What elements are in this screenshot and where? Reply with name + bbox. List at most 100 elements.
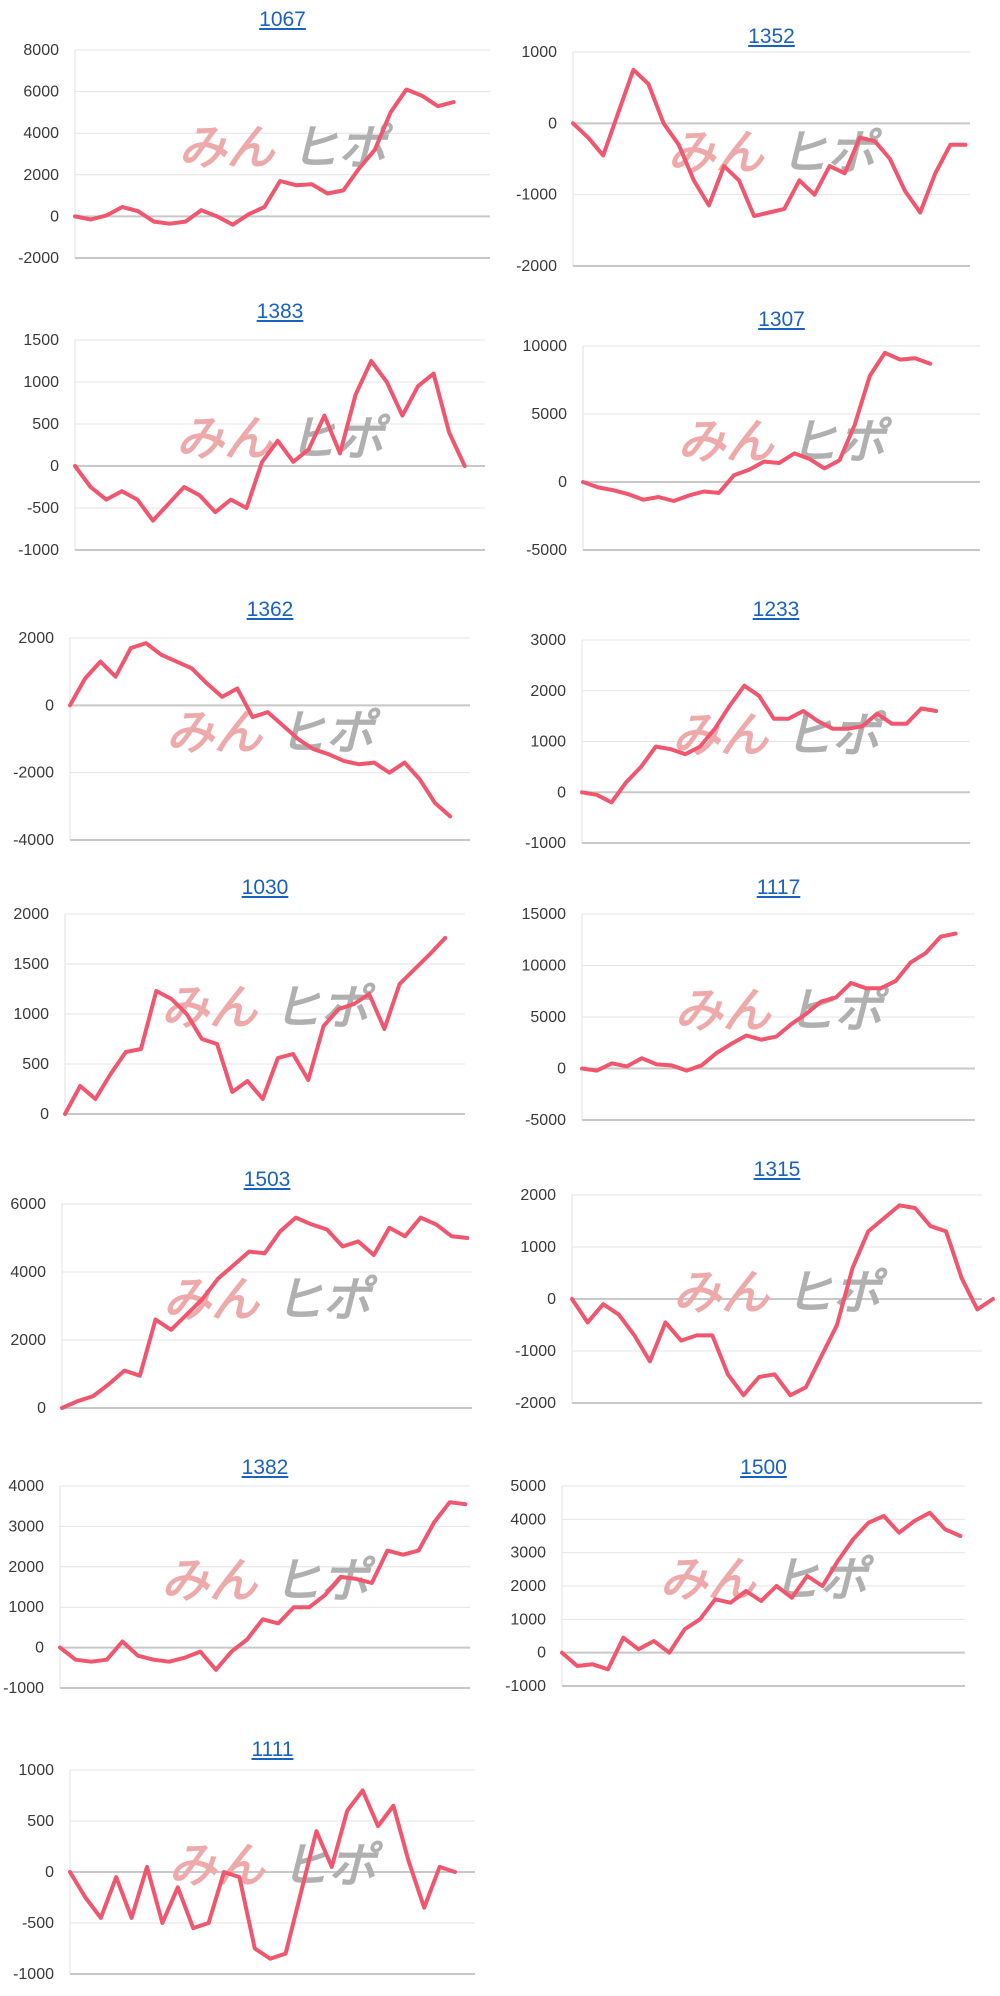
y-tick-label: 3000 bbox=[8, 1518, 44, 1535]
chart-panel-1067: 1067 -2000 0 2000 4000 6000 8000 みん ヒポ bbox=[0, 0, 500, 280]
y-tick-label: -2000 bbox=[515, 1395, 556, 1412]
chart-title-link[interactable]: 1503 bbox=[243, 1168, 291, 1191]
chart-title-link[interactable]: 1352 bbox=[748, 25, 795, 48]
watermark-part1: みん bbox=[161, 1553, 259, 1609]
y-tick-label: 2000 bbox=[510, 1578, 546, 1595]
y-tick-label: 4000 bbox=[8, 1478, 44, 1495]
watermark-part2: ヒポ bbox=[275, 1272, 378, 1328]
y-tick-label: 5000 bbox=[530, 1009, 566, 1026]
y-tick-label: 0 bbox=[547, 1291, 556, 1308]
y-tick-label: 3000 bbox=[530, 632, 566, 649]
series-line bbox=[580, 683, 939, 805]
y-tick-label: 2000 bbox=[10, 1332, 46, 1349]
y-tick-label: 0 bbox=[50, 208, 59, 225]
y-tick-label: 0 bbox=[35, 1640, 44, 1657]
y-tick-label: 2000 bbox=[18, 630, 54, 647]
y-tick-label: -1000 bbox=[18, 542, 59, 559]
chart-panel-1382: 1382 -1000 0 1000 2000 3000 4000 みん ヒポ bbox=[0, 1448, 500, 1708]
y-tick-label: -5000 bbox=[525, 1112, 566, 1129]
series-line bbox=[581, 350, 933, 503]
line-chart: -4000 -2000 0 2000 みん ヒポ bbox=[13, 630, 470, 849]
y-tick-label: 500 bbox=[32, 416, 59, 433]
y-tick-label: 1000 bbox=[521, 44, 557, 61]
watermark-part2: ヒポ bbox=[785, 1265, 888, 1321]
watermark-part2: ヒポ bbox=[291, 120, 394, 176]
watermark-part2: ヒポ bbox=[772, 1552, 875, 1608]
line-chart: -5000 0 5000 10000 15000 みん ヒポ bbox=[522, 906, 975, 1129]
y-tick-label: 2000 bbox=[23, 167, 59, 184]
series-line bbox=[560, 1510, 963, 1672]
watermark-part1: みん bbox=[176, 411, 274, 467]
y-tick-label: 0 bbox=[45, 1864, 54, 1881]
y-tick-label: 10000 bbox=[522, 958, 567, 975]
line-chart: 0 2000 4000 6000 みん ヒポ bbox=[10, 1196, 472, 1417]
chart-title-link[interactable]: 1362 bbox=[246, 598, 294, 621]
chart-panel-1307: 1307 -5000 0 5000 10000 みん ヒポ bbox=[500, 300, 1000, 580]
series-line bbox=[58, 1500, 468, 1672]
watermark-part2: ヒポ bbox=[278, 705, 381, 761]
y-tick-label: -500 bbox=[27, 500, 59, 517]
line-chart: -1000 -500 0 500 1000 1500 みん ヒポ bbox=[18, 332, 485, 559]
line-chart: -2000 -1000 0 1000 2000 みん ヒポ bbox=[515, 1187, 995, 1412]
chart-title-link[interactable]: 1382 bbox=[241, 1456, 289, 1479]
y-tick-label: 4000 bbox=[510, 1511, 546, 1528]
line-chart: -1000 0 1000 2000 3000 4000 5000 みん ヒポ bbox=[505, 1478, 965, 1695]
series-line bbox=[68, 1788, 457, 1961]
chart-title-link[interactable]: 1233 bbox=[752, 598, 800, 621]
chart-panel-1315: 1315 -2000 -1000 0 1000 2000 みん ヒポ bbox=[500, 1150, 1000, 1420]
chart-panel-1117: 1117 -5000 0 5000 10000 15000 みん ヒポ bbox=[500, 868, 1000, 1129]
watermark-part1: みん bbox=[674, 983, 772, 1039]
watermark-part1: みん bbox=[168, 1838, 266, 1894]
chart-panel-1111: 1111 -1000 -500 0 500 1000 みん ヒポ bbox=[0, 1730, 500, 1996]
series-line bbox=[73, 359, 467, 523]
y-tick-label: -500 bbox=[22, 1915, 54, 1932]
y-tick-label: 15000 bbox=[522, 906, 567, 923]
watermark-part2: ヒポ bbox=[780, 125, 883, 181]
y-tick-label: 6000 bbox=[10, 1196, 46, 1213]
series-line bbox=[60, 1215, 470, 1410]
series-line bbox=[63, 936, 448, 1116]
chart-panel-1233: 1233 -1000 0 1000 2000 3000 みん ヒポ bbox=[500, 590, 1000, 870]
y-tick-label: 8000 bbox=[23, 42, 59, 59]
chart-title-link[interactable]: 1067 bbox=[259, 8, 306, 31]
chart-title-link[interactable]: 1030 bbox=[241, 876, 289, 899]
series-line bbox=[570, 1203, 995, 1398]
watermark-part2: ヒポ bbox=[288, 411, 391, 467]
y-tick-label: 5000 bbox=[510, 1478, 546, 1495]
chart-title-link[interactable]: 1307 bbox=[758, 308, 805, 331]
y-tick-label: -1000 bbox=[525, 835, 566, 852]
y-tick-label: -1000 bbox=[515, 1343, 556, 1360]
chart-title-link[interactable]: 1111 bbox=[251, 1738, 294, 1761]
series-line bbox=[73, 87, 456, 227]
y-tick-label: -2000 bbox=[13, 765, 54, 782]
y-tick-label: 1000 bbox=[18, 1762, 54, 1779]
y-tick-label: -2000 bbox=[18, 250, 59, 267]
y-tick-label: 4000 bbox=[23, 125, 59, 142]
y-tick-label: 0 bbox=[45, 697, 54, 714]
line-chart: -2000 0 2000 4000 6000 8000 みん ヒポ bbox=[18, 42, 490, 267]
y-tick-label: 500 bbox=[27, 1813, 54, 1830]
y-tick-label: -5000 bbox=[526, 542, 567, 559]
y-tick-label: 1000 bbox=[530, 734, 566, 751]
chart-title-link[interactable]: 1383 bbox=[256, 300, 304, 323]
chart-title-link[interactable]: 1117 bbox=[756, 876, 801, 899]
watermark-part2: ヒポ bbox=[787, 983, 890, 1039]
chart-panel-1383: 1383 -1000 -500 0 500 1000 1500 みん ヒポ bbox=[0, 292, 500, 572]
y-tick-label: 0 bbox=[557, 1061, 566, 1078]
watermark-part2: ヒポ bbox=[784, 708, 887, 764]
y-tick-label: 5000 bbox=[531, 406, 567, 423]
y-tick-label: 0 bbox=[558, 474, 567, 491]
y-tick-label: 1000 bbox=[23, 374, 59, 391]
y-tick-label: 1000 bbox=[8, 1599, 44, 1616]
chart-title-link[interactable]: 1315 bbox=[753, 1158, 801, 1181]
chart-title-link[interactable]: 1500 bbox=[740, 1456, 787, 1479]
y-tick-label: 1000 bbox=[510, 1611, 546, 1628]
chart-panel-1030: 1030 0 500 1000 1500 2000 みん ヒポ bbox=[0, 868, 500, 1128]
y-tick-label: -1000 bbox=[516, 187, 557, 204]
